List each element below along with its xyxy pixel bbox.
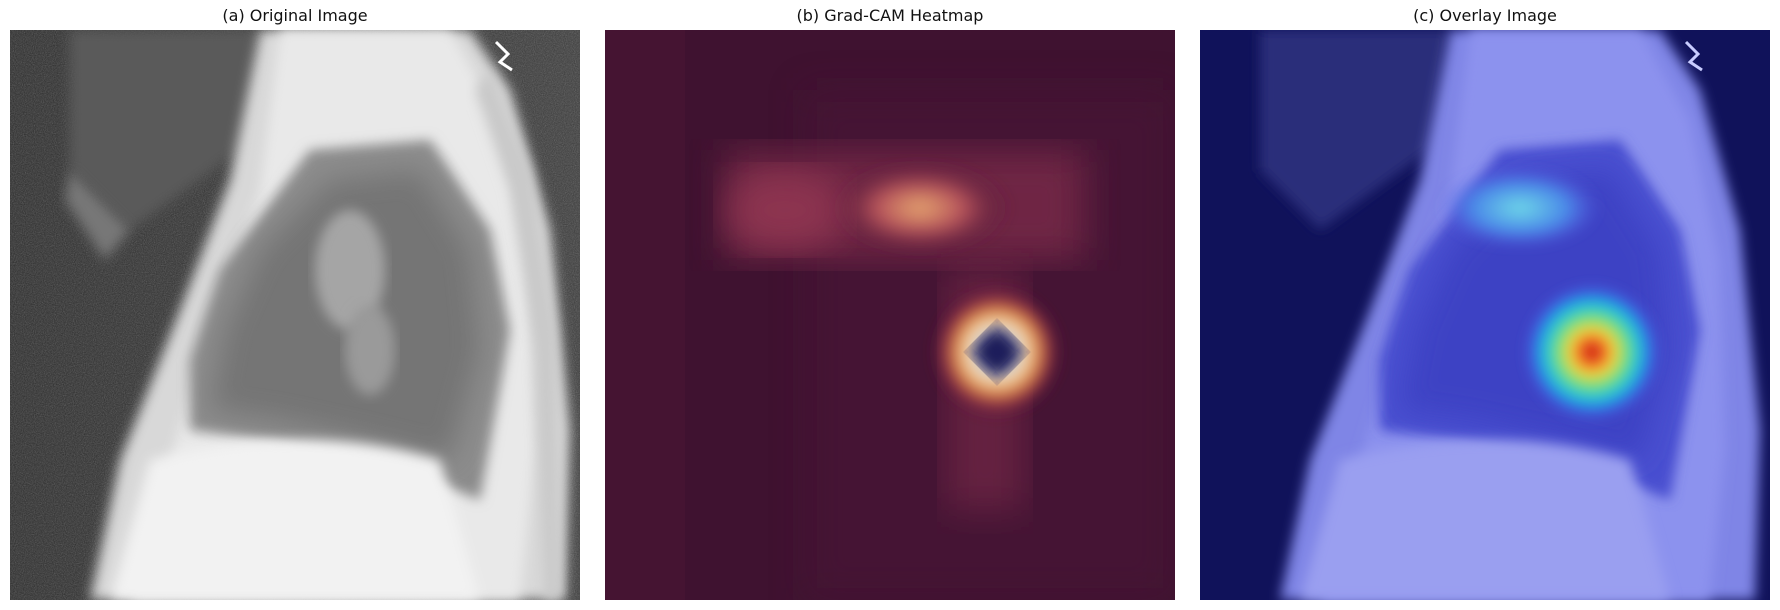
panel-title-overlay: (c) Overlay Image <box>1413 6 1557 25</box>
panel-title-original: (a) Original Image <box>222 6 368 25</box>
overlay-image <box>1200 30 1770 600</box>
panel-original: (a) Original Image <box>10 0 580 610</box>
original-xray-image <box>10 30 580 600</box>
panel-overlay: (c) Overlay Image <box>1200 0 1770 610</box>
panel-heatmap: (b) Grad-CAM Heatmap <box>605 0 1175 610</box>
gradcam-heatmap-image <box>605 30 1175 600</box>
panel-title-heatmap: (b) Grad-CAM Heatmap <box>796 6 984 25</box>
